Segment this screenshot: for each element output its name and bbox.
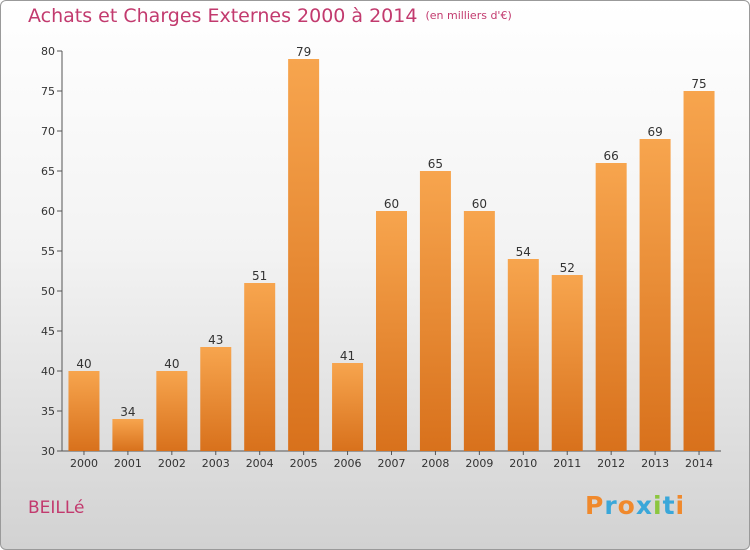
chart-title: Achats et Charges Externes 2000 à 2014 (e… xyxy=(28,5,512,27)
x-tick-label: 2013 xyxy=(641,457,669,470)
bar xyxy=(332,363,364,451)
y-tick-label: 30 xyxy=(41,445,55,458)
bar-value-label: 41 xyxy=(340,349,355,363)
bar-value-label: 51 xyxy=(252,269,267,283)
bar-value-label: 65 xyxy=(428,157,443,171)
x-tick-label: 2005 xyxy=(290,457,318,470)
y-tick-label: 75 xyxy=(41,85,55,98)
bar-value-label: 52 xyxy=(560,261,575,275)
bar xyxy=(463,211,495,451)
bar-value-label: 43 xyxy=(208,333,223,347)
bar xyxy=(507,259,539,451)
bar xyxy=(595,163,627,451)
bar xyxy=(68,371,100,451)
bar-value-label: 66 xyxy=(604,149,619,163)
bar-value-label: 60 xyxy=(472,197,487,211)
bar-value-label: 34 xyxy=(120,405,135,419)
logo-letter: x xyxy=(635,491,653,520)
bar xyxy=(156,371,188,451)
x-tick-label: 2006 xyxy=(334,457,362,470)
bar-value-label: 69 xyxy=(647,125,662,139)
bar xyxy=(551,275,583,451)
logo-letter: r xyxy=(604,491,618,520)
bar xyxy=(376,211,407,451)
chart-title-unit: (en milliers d'€) xyxy=(425,9,512,22)
logo-letter: o xyxy=(617,491,636,520)
x-tick-label: 2011 xyxy=(553,457,581,470)
bar xyxy=(200,347,232,451)
y-tick-label: 60 xyxy=(41,205,55,218)
bar xyxy=(112,419,144,451)
bar xyxy=(683,91,715,451)
logo-letter: i xyxy=(653,491,663,520)
bar xyxy=(244,283,276,451)
x-tick-label: 2009 xyxy=(465,457,493,470)
x-tick-label: 2004 xyxy=(246,457,274,470)
logo-letter: i xyxy=(675,491,686,520)
y-tick-label: 55 xyxy=(41,245,55,258)
x-tick-label: 2010 xyxy=(509,457,537,470)
bar xyxy=(288,59,320,451)
y-tick-label: 80 xyxy=(41,45,55,58)
bar-value-label: 75 xyxy=(691,77,706,91)
y-tick-label: 65 xyxy=(41,165,55,178)
bar-value-label: 40 xyxy=(164,357,179,371)
bar-value-label: 79 xyxy=(296,45,311,59)
logo-letter: t xyxy=(662,491,676,520)
y-tick-label: 40 xyxy=(41,365,55,378)
x-tick-label: 2007 xyxy=(378,457,406,470)
place-name: BEILLé xyxy=(28,498,85,518)
x-tick-label: 2012 xyxy=(597,457,625,470)
chart-title-main: Achats et Charges Externes 2000 à 2014 xyxy=(28,5,418,27)
logo-letter: P xyxy=(585,491,605,520)
bar-value-label: 40 xyxy=(76,357,91,371)
x-tick-label: 2002 xyxy=(158,457,186,470)
x-tick-label: 2008 xyxy=(421,457,449,470)
x-tick-label: 2003 xyxy=(202,457,230,470)
bar-value-label: 54 xyxy=(516,245,531,259)
y-tick-label: 45 xyxy=(41,325,55,338)
y-tick-label: 50 xyxy=(41,285,55,298)
y-tick-label: 35 xyxy=(41,405,55,418)
bar xyxy=(639,139,671,451)
x-tick-label: 2014 xyxy=(685,457,713,470)
x-tick-label: 2001 xyxy=(114,457,142,470)
proxiti-logo[interactable]: Proxiti xyxy=(585,491,685,520)
y-tick-label: 70 xyxy=(41,125,55,138)
x-tick-label: 2000 xyxy=(70,457,98,470)
bar xyxy=(419,171,451,451)
bar-value-label: 60 xyxy=(384,197,399,211)
